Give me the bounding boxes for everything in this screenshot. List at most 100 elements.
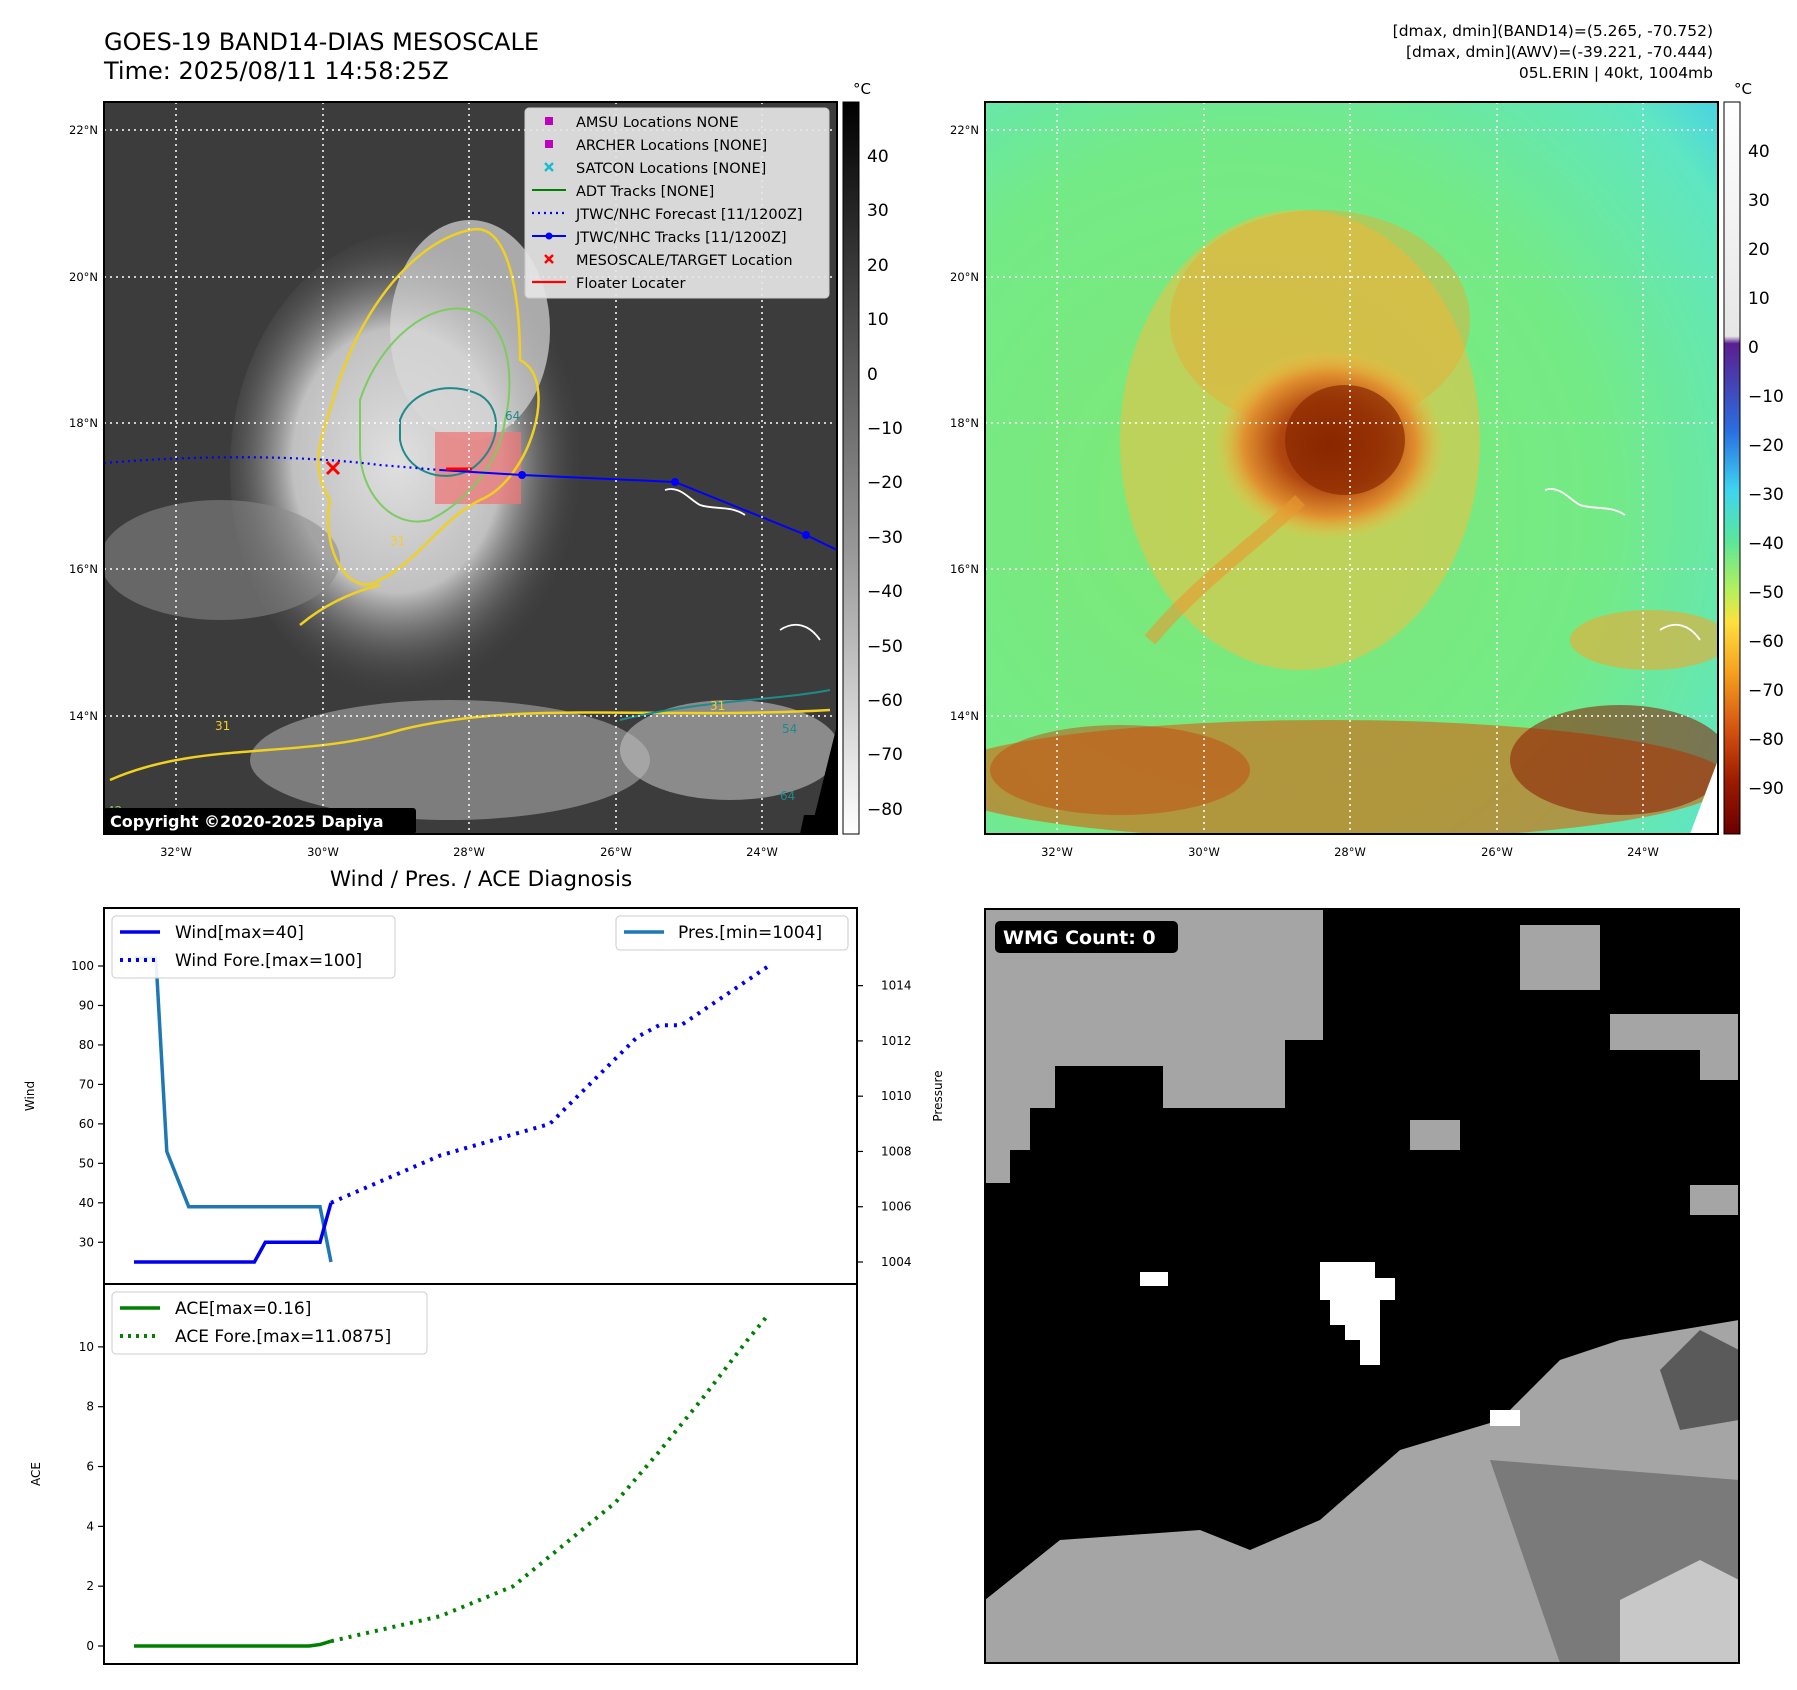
wind-tick-label: 40 (79, 1196, 94, 1210)
lon-label: 28°W (453, 845, 485, 859)
lat-label: 16°N (950, 562, 979, 576)
wmg-panel: WMG Count: 0 (984, 908, 1740, 1664)
pressure-axis: 1014 1012 1010 1008 1006 1004 (857, 979, 912, 1269)
wind-axis: 100 90 80 70 60 50 40 30 (71, 959, 104, 1249)
lon-label: 32°W (160, 845, 192, 859)
ace-legend: ACE[max=0.16] ACE Fore.[max=11.0875] (111, 1291, 428, 1355)
legend-item: JTWC/NHC Tracks [11/1200Z] (575, 230, 787, 246)
colorbar-tick: −50 (867, 637, 903, 657)
color-colorbar: °C 40 30 20 10 0 −10 −20 −30 −40 −50 −60… (1723, 80, 1784, 835)
figure-time: Time: 2025/08/11 14:58:25Z (104, 57, 449, 85)
legend-item: SATCON Locations [NONE] (576, 161, 766, 177)
ace-tick-label: 0 (86, 1639, 94, 1653)
gray-colorbar: °C 40 30 20 10 0 −10 −20 −30 −40 −50 −60… (842, 80, 903, 835)
colorbar-tick: −10 (867, 419, 903, 439)
wind-tick-label: 90 (79, 998, 94, 1012)
colorbar-tick: −20 (867, 473, 903, 493)
colorbar-tick: −20 (1748, 436, 1784, 456)
wind-forecast-line (330, 964, 770, 1205)
ace-series (134, 1313, 771, 1648)
pressure-axis-label: Pressure (931, 1070, 945, 1121)
ace-axis-label: ACE (29, 1462, 43, 1486)
legend-item: ARCHER Locations [NONE] (576, 138, 767, 154)
colorbar-tick: 20 (1748, 240, 1770, 260)
map-legend: AMSU Locations NONE ARCHER Locations [NO… (524, 107, 830, 299)
lon-label: 30°W (1188, 845, 1220, 859)
colorbar-tick: 0 (1748, 338, 1759, 358)
legend-item: Floater Locater (576, 276, 685, 292)
legend-x-icon (544, 254, 554, 264)
colorbar-tick: −80 (1748, 730, 1784, 750)
lon-label: 26°W (600, 845, 632, 859)
lon-label: 26°W (1481, 845, 1513, 859)
ace-tick-label: 6 (86, 1460, 94, 1474)
legend-item: MESOSCALE/TARGET Location (576, 253, 793, 269)
colorbar-unit: °C (853, 80, 871, 98)
colorbar-tick: −90 (1748, 779, 1784, 799)
ace-tick-label: 8 (86, 1400, 94, 1414)
wind-axis-label: Wind (23, 1081, 37, 1111)
legend-wind: Wind[max=40] (175, 923, 304, 943)
copyright-label: Copyright ©2020-2025 Dapiya (110, 812, 384, 831)
colorbar-tick: 10 (867, 310, 889, 330)
lat-label: 20°N (950, 270, 979, 284)
wind-tick-label: 80 (79, 1038, 94, 1052)
wind-line (134, 1202, 333, 1264)
colorbar-tick: −50 (1748, 583, 1784, 603)
colorbar-tick: 0 (867, 365, 878, 385)
legend-item: AMSU Locations NONE (576, 115, 739, 131)
legend-x-icon (544, 162, 554, 172)
wind-tick-label: 30 (79, 1235, 94, 1249)
colorbar-tick: 40 (867, 147, 889, 167)
colorbar-unit: °C (1734, 80, 1752, 98)
colorbar-tick: −80 (867, 800, 903, 820)
ace-axis: 10 8 6 4 2 0 (79, 1340, 104, 1653)
pressure-tick-label: 1006 (881, 1200, 912, 1214)
ace-line (134, 1639, 332, 1648)
colorbar-tick: −70 (1748, 681, 1784, 701)
colorbar-tick: −70 (867, 745, 903, 765)
contour-label: 31 (215, 719, 230, 733)
colorbar-tick: −40 (1748, 534, 1784, 554)
contour-label: 31 (390, 534, 405, 548)
colorbar-tick: 30 (867, 201, 889, 221)
lat-label: 22°N (950, 123, 979, 137)
lat-label: 18°N (69, 416, 98, 430)
diagnosis-title: Wind / Pres. / ACE Diagnosis (330, 867, 632, 892)
legend-pressure: Pres.[min=1004] (678, 923, 822, 943)
ace-tick-label: 2 (86, 1579, 94, 1593)
lat-label: 18°N (950, 416, 979, 430)
ace-tick-label: 4 (86, 1519, 94, 1533)
lon-label: 30°W (307, 845, 339, 859)
pressure-tick-label: 1012 (881, 1034, 912, 1048)
lat-label: 22°N (69, 123, 98, 137)
lat-label: 20°N (69, 270, 98, 284)
color-ir-map-panel: 22°N 20°N 18°N 16°N 14°N 32°W 30°W 28°W … (950, 101, 1719, 859)
lat-label: 14°N (69, 709, 98, 723)
legend-square-icon (545, 140, 553, 148)
colorbar-tick: −30 (1748, 485, 1784, 505)
contour-label: 54 (782, 722, 797, 736)
wind-tick-label: 70 (79, 1077, 94, 1091)
legend-ace-fore: ACE Fore.[max=11.0875] (175, 1327, 391, 1347)
legend-ace: ACE[max=0.16] (175, 1299, 311, 1319)
stats-band14: [dmax, dmin](BAND14)=(5.265, -70.752) (1392, 22, 1713, 40)
wmg-count-label: WMG Count: 0 (1003, 927, 1156, 949)
lon-label: 32°W (1041, 845, 1073, 859)
colorbar-tick: 30 (1748, 191, 1770, 211)
stats-awv: [dmax, dmin](AWV)=(-39.221, -70.444) (1406, 43, 1713, 61)
lon-label: 24°W (1627, 845, 1659, 859)
lon-label: 24°W (746, 845, 778, 859)
lon-label: 28°W (1334, 845, 1366, 859)
colorbar-tick: −60 (1748, 632, 1784, 652)
wind-tick-label: 60 (79, 1117, 94, 1131)
colorbar-tick: 10 (1748, 289, 1770, 309)
legend-item: ADT Tracks [NONE] (576, 184, 714, 200)
ir-map-panel: 31 64 54 31 31 64 54 42 Copyright ©2020-… (69, 101, 838, 859)
wind-tick-label: 50 (79, 1156, 94, 1170)
legend-item: JTWC/NHC Forecast [11/1200Z] (575, 207, 802, 223)
contour-label: 64 (780, 789, 795, 803)
ace-chart: 10 8 6 4 2 0 ACE ACE[max=0.16] ACE Fore.[max=… (29, 1283, 858, 1665)
lat-label: 14°N (950, 709, 979, 723)
